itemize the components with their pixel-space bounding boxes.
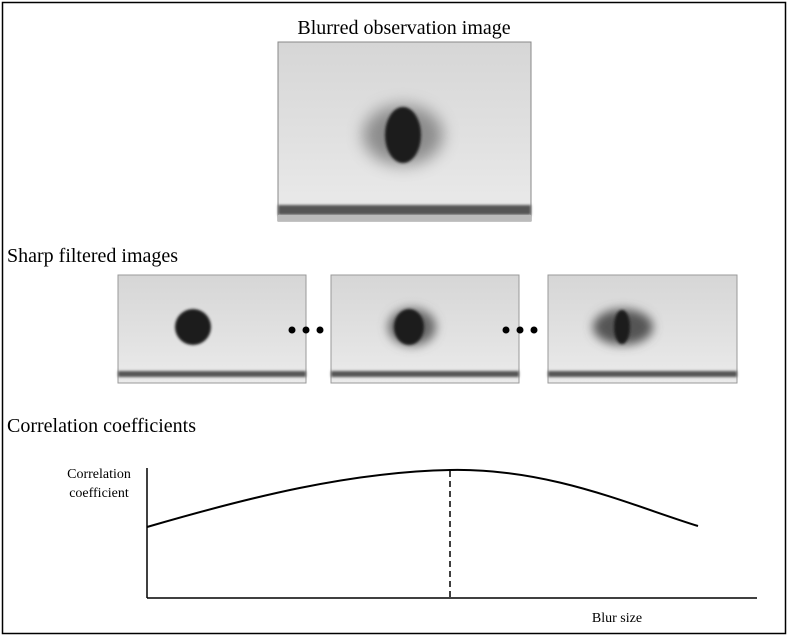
section-label: Sharp filtered images <box>7 245 178 267</box>
blurred-image <box>278 42 531 221</box>
page: Blurred observation image Sharp filtered… <box>0 0 788 636</box>
plot <box>147 468 757 598</box>
y-label: coefficient <box>69 486 129 501</box>
filtered-image <box>548 275 737 383</box>
y-label: Correlation <box>67 467 131 482</box>
title: Blurred observation image <box>297 17 510 39</box>
diagram: Blurred observation image Sharp filtered… <box>0 0 788 636</box>
x-label: Blur size <box>592 611 642 626</box>
filtered-image <box>331 275 519 383</box>
section-label: Correlation coefficients <box>7 415 196 437</box>
filtered-image <box>118 275 306 383</box>
